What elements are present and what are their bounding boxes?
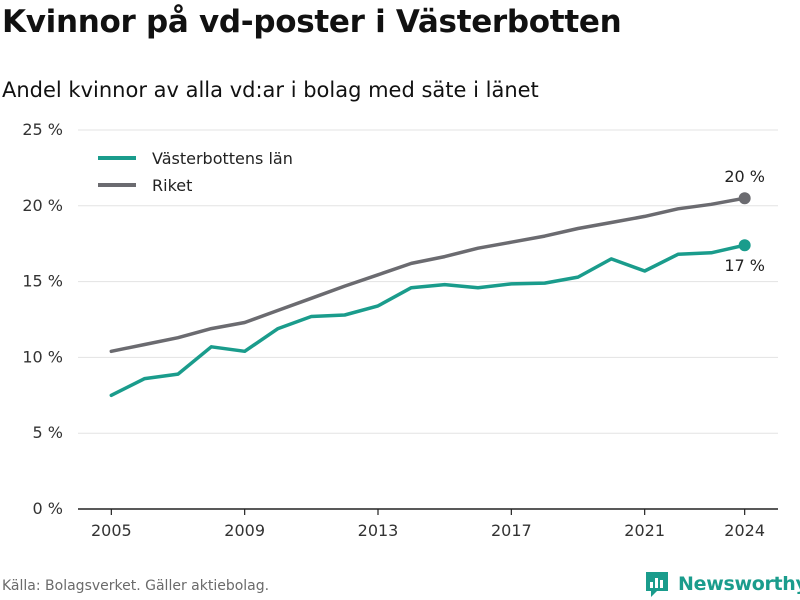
y-tick-label: 5 % — [33, 423, 63, 442]
y-tick-label: 25 % — [22, 120, 63, 139]
x-tick-label: 2013 — [358, 521, 399, 540]
end-label: 20 % — [724, 167, 765, 186]
newsworthy-logo-icon — [646, 572, 668, 597]
x-tick-label: 2017 — [491, 521, 532, 540]
x-tick-label: 2021 — [624, 521, 665, 540]
y-tick-label: 20 % — [22, 196, 63, 215]
brand-name: Newsworthy — [678, 573, 800, 595]
series-line — [109, 196, 747, 354]
chart-title: Kvinnor på vd-poster i Västerbotten — [2, 4, 622, 40]
end-label: 17 % — [724, 256, 765, 275]
series-endpoint — [738, 239, 751, 252]
legend-label: Västerbottens län — [152, 149, 293, 168]
x-tick-label: 2005 — [91, 521, 132, 540]
legend-label: Riket — [152, 176, 192, 195]
brand-logo: Newsworthy — [644, 570, 800, 598]
line-chart: 0 % 5 % 10 % 15 % 20 % 25 % 2005 2009 2013 2017 20… — [22, 120, 778, 540]
y-tick-label: 0 % — [33, 499, 63, 518]
x-tick-label: 2024 — [724, 521, 765, 540]
x-tick-label: 2009 — [224, 521, 265, 540]
y-tick-label: 15 % — [22, 272, 63, 291]
chart-subtitle: Andel kvinnor av alla vd:ar i bolag med … — [2, 78, 539, 102]
y-tick-label: 10 % — [22, 347, 63, 366]
source-note: Källa: Bolagsverket. Gäller aktiebolag. — [2, 578, 270, 594]
series-line — [109, 243, 747, 398]
series-endpoint — [738, 192, 751, 205]
